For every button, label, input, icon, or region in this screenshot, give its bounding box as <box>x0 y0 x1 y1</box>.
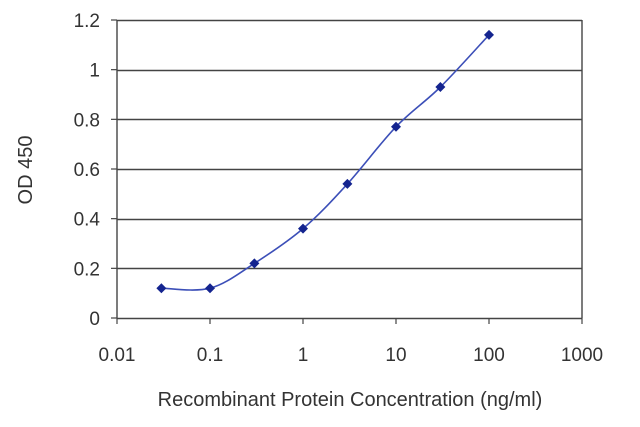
data-point-marker <box>435 82 446 93</box>
tick-layer: 0 0.2 0.4 0.6 0.8 1 1.2 0.01 0.1 1 10 100 1000 <box>74 11 604 366</box>
data-point-marker <box>298 223 308 234</box>
grid-layer <box>117 19 582 270</box>
y-tick-label: 0.8 <box>74 110 100 131</box>
series-line <box>161 34 490 291</box>
x-tick-label: 10 <box>385 345 406 366</box>
x-tick-label: 1000 <box>561 345 603 366</box>
y-tick-label: 0.4 <box>74 210 101 231</box>
data-point-marker <box>484 29 494 40</box>
x-tick-label: 0.1 <box>197 345 223 366</box>
y-tick-label: 0.6 <box>74 160 100 181</box>
y-tick-label: 1 <box>89 61 100 82</box>
y-tick-label: 0.2 <box>74 259 100 280</box>
x-tick-label: 100 <box>473 345 505 366</box>
data-point-marker <box>156 283 167 294</box>
data-point-marker <box>249 258 260 269</box>
y-tick-label: 1.2 <box>74 11 100 32</box>
y-axis-title: OD 450 <box>15 136 37 205</box>
data-point-marker <box>391 121 401 132</box>
x-axis-title: Recombinant Protein Concentration (ng/ml… <box>158 389 543 411</box>
series-layer <box>156 29 494 294</box>
y-tick-label: 0 <box>89 309 100 330</box>
x-tick-label: 0.01 <box>99 345 136 366</box>
x-tick-label: 1 <box>298 345 309 366</box>
data-point-marker <box>342 178 353 189</box>
data-point-marker <box>205 283 215 294</box>
